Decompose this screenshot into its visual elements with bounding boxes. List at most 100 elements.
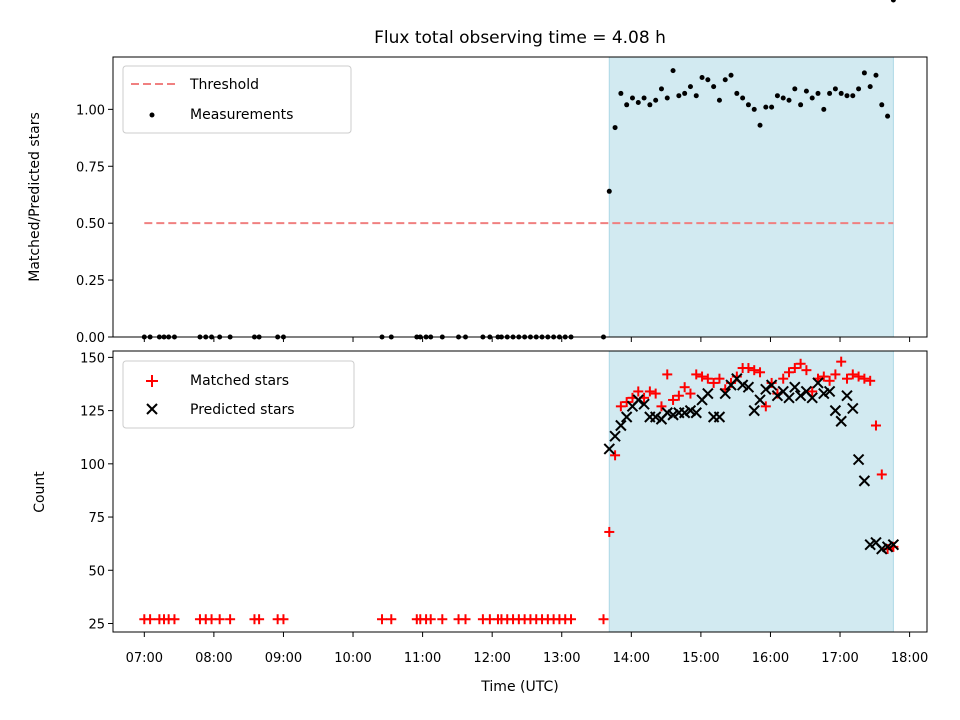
measurement-point <box>809 95 815 101</box>
predicted-star-point <box>713 411 726 423</box>
measurement-point <box>606 188 612 194</box>
measurement-point <box>873 72 879 78</box>
matched-star-point <box>278 614 289 625</box>
bottom-x-ticks: 07:00 08:00 09:00 10:00 11:00 12:00 13:00 14:00… <box>126 632 928 666</box>
measurement-point <box>711 84 717 90</box>
measurement-point <box>786 97 792 103</box>
matched-star-point <box>598 614 609 625</box>
measurement-point <box>740 95 746 101</box>
predicted-star-point <box>789 381 801 393</box>
predicted-star-point <box>754 394 766 406</box>
x-tick-label: 10:00 <box>334 651 371 666</box>
measurement-point <box>890 0 896 3</box>
predicted-star-point <box>748 404 760 417</box>
predicted-star-point <box>742 381 755 393</box>
measurement-point <box>658 86 664 92</box>
top-y-tick-label: 1.00 <box>76 103 105 118</box>
top-y-tick-label: 0.75 <box>76 160 105 175</box>
matched-star-point <box>702 373 713 384</box>
measurement-point <box>769 104 775 110</box>
x-tick-label: 17:00 <box>821 651 858 666</box>
matched-star-point <box>633 386 644 397</box>
matched-star-point <box>679 382 690 393</box>
predicted-star-point <box>812 377 824 389</box>
measurement-point <box>850 93 856 99</box>
matched-star-point <box>425 614 436 625</box>
predicted-star-point <box>835 415 847 427</box>
measurement-point <box>751 106 757 112</box>
matched-star-point <box>254 614 265 625</box>
matched-star-point <box>214 614 225 625</box>
matched-star-point <box>824 375 835 386</box>
measurement-point <box>803 88 809 94</box>
bottom-axes-frame <box>112 350 928 633</box>
measurements-series <box>141 0 896 340</box>
matched-star-point <box>610 450 621 461</box>
matched-star-point <box>760 401 771 412</box>
x-tick-label: 08:00 <box>195 651 232 666</box>
predicted-star-point <box>829 404 842 417</box>
legend-predicted-label: Predicted stars <box>190 402 295 418</box>
top-highlight-span <box>608 56 894 338</box>
matched-star-point <box>673 390 684 401</box>
measurement-point <box>716 97 722 103</box>
bottom-y-axis-label: Count <box>32 471 48 513</box>
bottom-y-tick-label: 150 <box>80 351 105 366</box>
predicted-star-point <box>690 407 702 419</box>
matched-star-point <box>807 386 818 397</box>
matched-star-point <box>859 373 870 384</box>
measurement-point <box>861 70 867 76</box>
matched-star-point <box>784 367 795 378</box>
measurement-point <box>815 90 821 96</box>
matched-star-point <box>876 469 887 480</box>
x-tick-label: 16:00 <box>752 651 789 666</box>
x-tick-label: 13:00 <box>543 651 580 666</box>
matched-star-point <box>836 356 847 367</box>
top-y-tick-label: 0.25 <box>76 274 105 289</box>
matched-star-point <box>169 614 180 625</box>
measurement-point <box>821 106 827 112</box>
matched-star-point <box>853 371 864 382</box>
x-tick-label: 11:00 <box>404 651 441 666</box>
matched-star-point <box>778 373 789 384</box>
bottom-y-ticks: 25 50 75 100 125 150 <box>80 351 113 632</box>
measurement-point <box>676 93 682 99</box>
measurement-point <box>838 90 844 96</box>
measurement-point <box>827 90 833 96</box>
matched-star-point <box>668 394 679 405</box>
matched-star-point <box>225 614 236 625</box>
measurement-point <box>629 95 635 101</box>
x-tick-label: 12:00 <box>473 651 510 666</box>
x-tick-label: 14:00 <box>613 651 650 666</box>
top-legend: Threshold Measurements <box>122 65 352 134</box>
matched-star-point <box>743 363 754 374</box>
predicted-star-point <box>847 402 859 415</box>
matched-star-point <box>697 371 708 382</box>
predicted-star-point <box>719 387 731 400</box>
matched-star-point <box>870 420 881 431</box>
measurement-point <box>798 102 804 108</box>
x-tick-label: 18:00 <box>891 651 928 666</box>
measurement-point <box>635 100 641 106</box>
predicted-stars-series <box>603 372 900 555</box>
measurement-point <box>699 74 705 80</box>
bottom-panel: 25 50 75 100 125 150 07:00 08:00 09:00 10:00 11:0… <box>32 350 928 695</box>
measurement-point <box>832 86 838 92</box>
matched-star-point <box>755 367 766 378</box>
top-y-axis-label: Matched/Predicted stars <box>27 112 43 282</box>
measurement-point <box>641 95 647 101</box>
measurement-point <box>682 90 688 96</box>
measurement-point <box>780 95 786 101</box>
matched-star-point <box>145 614 156 625</box>
x-tick-label: 07:00 <box>126 651 163 666</box>
measurement-point <box>693 93 699 99</box>
measurement-point <box>722 77 728 83</box>
bottom-y-tick-label: 75 <box>88 511 105 526</box>
measurement-point <box>647 102 653 108</box>
legend-predicted-swatch <box>146 403 158 415</box>
bottom-legend: Matched stars Predicted stars <box>122 360 355 429</box>
matched-star-point <box>818 371 829 382</box>
bottom-legend-box <box>122 360 355 429</box>
measurement-point <box>664 95 670 101</box>
predicted-star-point <box>823 385 836 398</box>
